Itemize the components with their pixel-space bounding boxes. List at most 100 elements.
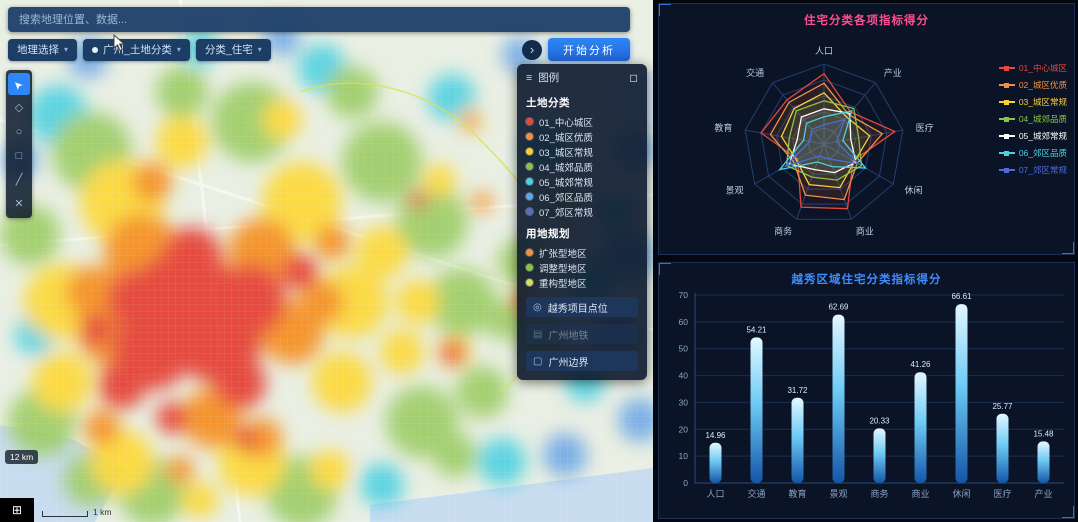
radar-legend-item[interactable]: 01_中心城区	[998, 62, 1067, 74]
bar-ytick-label: 50	[679, 344, 689, 354]
legend-item[interactable]: 02_城区优质	[526, 129, 638, 144]
legend-item-label: 06_郊区品质	[539, 192, 593, 204]
clear-tool[interactable]: ✕	[8, 193, 30, 215]
chevron-down-icon: ▾	[176, 45, 181, 54]
legend-color-dot	[526, 249, 533, 256]
dataset-select-button[interactable]: 广州_土地分类 ▾	[83, 38, 190, 61]
legend-sections: 土地分类 01_中心城区 02_城区优质 03_城区常规 04_城郊品质 05_城郊常规 0…	[526, 95, 638, 290]
bar-value-label: 20.33	[869, 416, 890, 425]
bar-category-label: 商业	[911, 488, 929, 499]
select-tool-icon: ➤	[11, 76, 27, 92]
radar-legend-marker	[998, 116, 1015, 123]
geo-select-button[interactable]: 地理选择 ▾	[8, 38, 78, 61]
legend-item[interactable]: 07_郊区常规	[526, 204, 638, 219]
radar-axis-label: 交通	[746, 67, 764, 78]
legend-item[interactable]: 调整型地区	[526, 260, 638, 275]
legend-marker-square	[1004, 99, 1010, 105]
bar-chart[interactable]: 0 10 20 30 40 50 60 70 14.96 人口 54.21 交通 31.72 教育 62.6…	[659, 287, 1072, 513]
legend-layer-button[interactable]: ▢ 广州边界	[526, 351, 638, 371]
legend-button-label: 广州边界	[548, 357, 589, 369]
radar-grid-ring	[776, 95, 872, 190]
legend-item[interactable]: 重构型地区	[526, 275, 638, 290]
radar-series[interactable]	[784, 118, 861, 168]
legend-layer-button[interactable]: ▤ 广州地铁	[526, 324, 638, 344]
draw-circle-tool[interactable]: ○	[8, 121, 30, 143]
bar-panel: 越秀区域住宅分类指标得分 0 10 20 30 40 50 60 70 14.96 人口 54.21…	[658, 262, 1075, 519]
legend-item[interactable]: 01_中心城区	[526, 114, 638, 129]
bar[interactable]	[996, 413, 1009, 483]
radar-grid-ring	[760, 79, 888, 205]
legend-item[interactable]: 04_城郊品质	[526, 159, 638, 174]
legend-color-dot	[526, 279, 533, 286]
select-tool[interactable]: ➤	[8, 73, 30, 95]
radar-legend-item[interactable]: 04_城郊品质	[998, 113, 1067, 125]
radar-series[interactable]	[760, 72, 897, 210]
radar-grid-ring	[744, 63, 904, 220]
bar[interactable]	[955, 304, 968, 483]
radar-legend-item[interactable]: 05_城郊常规	[998, 130, 1067, 142]
radar-axis-label: 教育	[714, 122, 732, 133]
legend-title: 图例	[538, 72, 560, 84]
radar-legend-item[interactable]: 02_城区优质	[998, 79, 1067, 91]
radar-legend-label: 05_城郊常规	[1018, 131, 1067, 141]
legend-color-dot	[526, 193, 533, 200]
clear-tool-icon: ✕	[14, 197, 24, 210]
radar-legend-item[interactable]: 06_郊区品质	[998, 147, 1067, 159]
radar-legend: 01_中心城区 02_城区优质 03_城区常规 04_城郊品质 05_城郊常规 06_郊区…	[998, 62, 1067, 176]
legend-marker-square	[1004, 133, 1010, 139]
legend-item-label: 04_城郊品质	[539, 162, 593, 174]
bar-category-label: 交通	[747, 488, 765, 499]
radar-series[interactable]	[778, 110, 868, 171]
bar-value-label: 25.77	[992, 402, 1013, 411]
legend-color-dot	[526, 264, 533, 271]
legend-panel: ≡ 图例 ◻ 土地分类 01_中心城区 02_城区优质 03_城区常规 04_城郊品质 0…	[517, 64, 647, 380]
collapse-arrow-button[interactable]: ›	[522, 39, 542, 60]
legend-item[interactable]: 扩张型地区	[526, 245, 638, 260]
bar-category-label: 产业	[1034, 488, 1052, 499]
legend-layer-button[interactable]: ◎ 越秀项目点位	[526, 297, 638, 317]
bar[interactable]	[914, 372, 927, 483]
draw-polygon-tool[interactable]: ◇	[8, 97, 30, 119]
layer-icon: ▤	[533, 328, 543, 340]
dataset-dot-icon	[92, 46, 99, 53]
side-panels: 住宅分类各项指标得分 人口 产业 医疗 休闲 商业 商务 景观 教育 交通 01_中心城区 02_…	[655, 0, 1078, 522]
attribution-toggle-button[interactable]: ⊞	[0, 498, 34, 522]
legend-item-label: 01_中心城区	[539, 117, 593, 129]
legend-item[interactable]: 06_郊区品质	[526, 189, 638, 204]
legend-collapse-icon[interactable]: ◻	[629, 71, 638, 84]
legend-item[interactable]: 03_城区常规	[526, 144, 638, 159]
radar-legend-item[interactable]: 07_郊区常规	[998, 164, 1067, 176]
radar-legend-label: 04_城郊品质	[1018, 114, 1067, 124]
draw-rect-tool[interactable]: □	[8, 145, 30, 167]
bar[interactable]	[832, 314, 845, 483]
legend-color-dot	[526, 178, 533, 185]
legend-marker-square	[1004, 150, 1010, 156]
bar[interactable]	[709, 442, 722, 483]
search-input[interactable]	[17, 12, 621, 27]
legend-item-label: 05_城郊常规	[539, 177, 593, 189]
analyze-button[interactable]: 开始分析	[548, 38, 630, 61]
zoom-scale-chip: 12 km	[5, 450, 39, 464]
bar[interactable]	[1037, 441, 1050, 483]
map-area[interactable]: 地理选择 ▾ 广州_土地分类 ▾ 分类_住宅 ▾ › 开始分析 ➤ ◇ ○ □ ╱ ✕ ≡…	[0, 0, 653, 522]
bar[interactable]	[791, 397, 804, 483]
bar[interactable]	[750, 337, 763, 483]
legend-buttons: ◎ 越秀项目点位 ▤ 广州地铁 ▢ 广州边界	[526, 297, 638, 371]
bar[interactable]	[873, 428, 886, 483]
radar-legend-marker	[998, 82, 1015, 89]
radar-legend-marker	[998, 133, 1015, 140]
radar-legend-item[interactable]: 03_城区常规	[998, 96, 1067, 108]
radar-title: 住宅分类各项指标得分	[804, 15, 929, 27]
category-select-button[interactable]: 分类_住宅 ▾	[195, 38, 271, 61]
geo-select-label: 地理选择	[17, 44, 59, 56]
measure-tool[interactable]: ╱	[8, 169, 30, 191]
radar-axis-line	[745, 129, 825, 145]
scale-bar: 1 km	[42, 507, 111, 517]
legend-item[interactable]: 05_城郊常规	[526, 174, 638, 189]
bar-category-label: 休闲	[952, 488, 970, 499]
radar-legend-marker	[998, 65, 1015, 72]
legend-color-dot	[526, 118, 533, 125]
scale-label: 1 km	[93, 507, 112, 517]
